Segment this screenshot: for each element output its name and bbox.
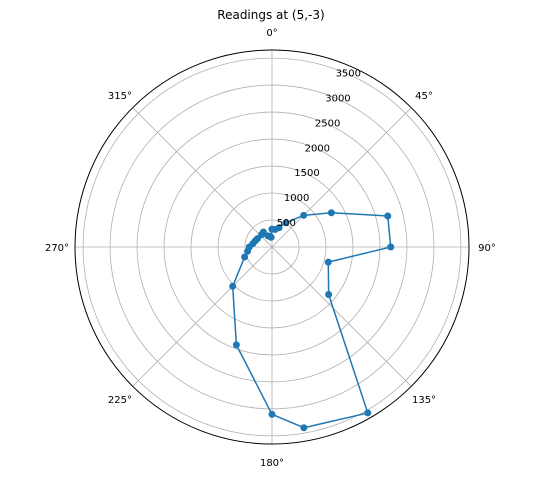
theta-tick-label: 180° bbox=[260, 458, 284, 469]
data-point bbox=[324, 258, 332, 266]
data-point bbox=[229, 282, 237, 290]
data-point bbox=[268, 410, 276, 418]
data-point bbox=[232, 341, 240, 349]
data-point bbox=[384, 212, 392, 220]
data-point bbox=[300, 211, 308, 219]
r-tick-label: 1000 bbox=[284, 193, 309, 204]
polar-frame bbox=[74, 49, 470, 445]
data-point bbox=[327, 209, 335, 217]
data-point bbox=[241, 253, 249, 261]
theta-label-layer: 0° 45° 90° 135° 180° 225° 270° 315° bbox=[45, 28, 496, 469]
r-tick-label: 3500 bbox=[336, 68, 361, 79]
theta-tick-label: 0° bbox=[266, 28, 277, 39]
data-point bbox=[282, 219, 290, 227]
data-point bbox=[300, 424, 308, 432]
data-point bbox=[387, 243, 395, 251]
r-tick-label: 3000 bbox=[325, 93, 350, 104]
r-tick-label: 1500 bbox=[294, 168, 319, 179]
theta-tick-label: 90° bbox=[478, 243, 496, 254]
data-point bbox=[259, 228, 267, 236]
theta-tick-label: 45° bbox=[415, 91, 433, 102]
theta-tick-label: 270° bbox=[45, 243, 69, 254]
grid-layer bbox=[75, 50, 469, 444]
data-point bbox=[325, 291, 333, 299]
r-tick-label: 2000 bbox=[305, 143, 330, 154]
r-tick-label: 2500 bbox=[315, 118, 340, 129]
theta-tick-label: 135° bbox=[412, 395, 436, 406]
theta-tick-label: 315° bbox=[108, 91, 132, 102]
theta-gridline bbox=[132, 107, 273, 248]
r-tick-label: 500 bbox=[277, 218, 296, 229]
series-layer bbox=[229, 209, 395, 432]
theta-gridline bbox=[271, 107, 412, 248]
theta-tick-label: 225° bbox=[108, 395, 132, 406]
data-point bbox=[364, 409, 372, 417]
chart-title: Readings at (5,-3) bbox=[217, 8, 324, 22]
frame-layer bbox=[74, 49, 470, 445]
data-point bbox=[254, 235, 262, 243]
data-point bbox=[275, 224, 283, 232]
data-point bbox=[268, 225, 276, 233]
theta-gridline bbox=[271, 246, 412, 387]
r-label-layer: 500 1000 1500 2000 2500 3000 3500 bbox=[277, 68, 361, 229]
theta-gridline bbox=[132, 246, 273, 387]
data-point bbox=[267, 233, 275, 241]
